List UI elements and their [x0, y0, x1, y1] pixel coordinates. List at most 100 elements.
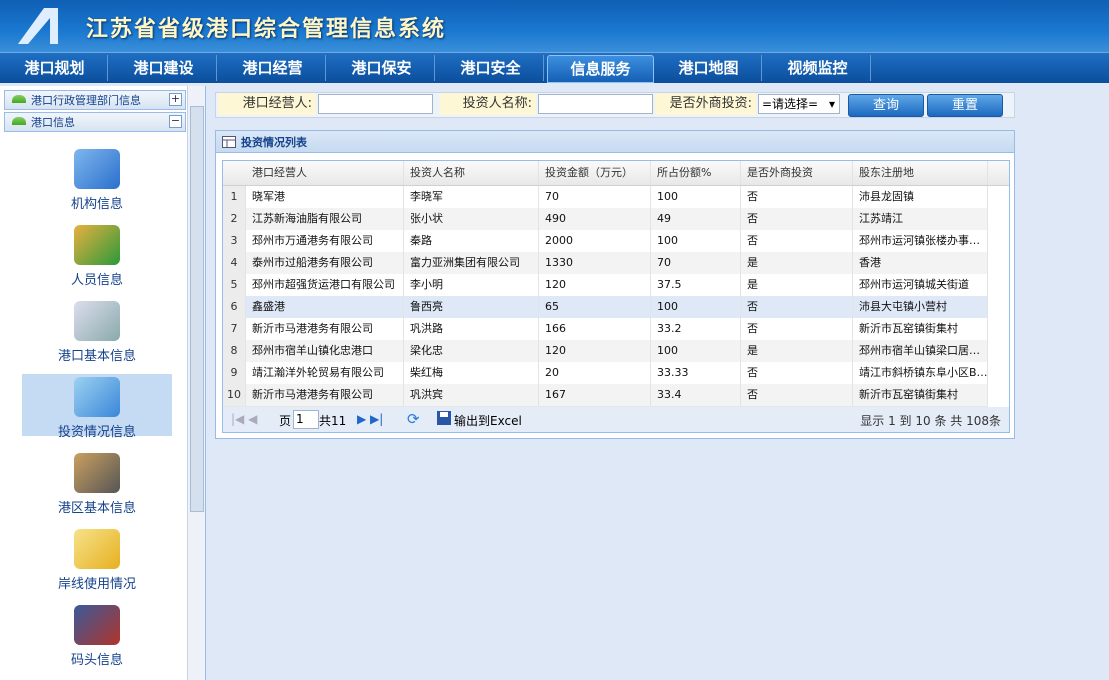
- table-cell: 100: [651, 340, 741, 362]
- table-cell: 65: [539, 296, 651, 318]
- table-cell: 鑫盛港: [246, 296, 404, 318]
- sidebar-section[interactable]: 港口信息: [4, 112, 186, 132]
- section-icon: [12, 95, 26, 103]
- table-cell: 1330: [539, 252, 651, 274]
- table-cell: 秦路: [404, 230, 539, 252]
- select-text: =请选择=: [762, 97, 819, 111]
- table-cell: 否: [741, 208, 853, 230]
- table-cell: 邳州市万通港务有限公司: [246, 230, 404, 252]
- panel-title: 投资情况列表: [241, 136, 307, 149]
- sidebar-item[interactable]: 投资情况信息: [22, 374, 172, 440]
- table-cell: 100: [651, 296, 741, 318]
- table-cell: 否: [741, 362, 853, 384]
- nav-item[interactable]: 港口保安: [329, 55, 435, 81]
- table-cell: 香港: [853, 252, 988, 274]
- item-label: 人员信息: [70, 273, 123, 288]
- table-cell: 是: [741, 274, 853, 296]
- table-cell: 泰州市过船港务有限公司: [246, 252, 404, 274]
- table-cell: 鲁西亮: [404, 296, 539, 318]
- panel-icon: [222, 136, 236, 148]
- row-number: 4: [223, 252, 246, 274]
- row-number: 7: [223, 318, 246, 340]
- column-header: 投资金额（万元）: [539, 161, 651, 185]
- pager-page-label: 页: [279, 414, 292, 428]
- pager-next-last[interactable]: ▶ ▶|: [357, 412, 384, 426]
- table-cell: 新沂市瓦窑镇街集村: [853, 384, 988, 406]
- logo-mark: [18, 8, 58, 44]
- sidebar-item[interactable]: 码头信息: [22, 602, 172, 668]
- item-label: 港口基本信息: [57, 349, 136, 364]
- sidebar-item[interactable]: 岸线使用情况: [22, 526, 172, 592]
- table-cell: 否: [741, 186, 853, 208]
- item-icon: [74, 225, 120, 265]
- table-cell: 否: [741, 318, 853, 340]
- operator-input[interactable]: [318, 94, 433, 114]
- table-cell: 166: [539, 318, 651, 340]
- column-header: 是否外商投资: [741, 161, 853, 185]
- row-number: 5: [223, 274, 246, 296]
- item-label: 机构信息: [70, 197, 123, 212]
- sidebar-item[interactable]: 人员信息: [22, 222, 172, 288]
- pager-total: 共11: [319, 414, 347, 428]
- foreign-label: 是否外商投资:: [655, 93, 756, 115]
- table-cell: 张小状: [404, 208, 539, 230]
- foreign-select[interactable]: =请选择= ▾: [758, 94, 840, 114]
- pager-refresh[interactable]: ⟳: [407, 410, 420, 428]
- table-cell: 100: [651, 230, 741, 252]
- nav-item[interactable]: 港口规划: [2, 55, 108, 81]
- nav-item[interactable]: 港口安全: [438, 55, 544, 81]
- reset-button[interactable]: 重置: [927, 94, 1003, 117]
- pager-page-input[interactable]: 1: [293, 410, 319, 429]
- table-cell: 李小明: [404, 274, 539, 296]
- table-cell: 33.4: [651, 384, 741, 406]
- table-cell: 490: [539, 208, 651, 230]
- nav-bar: 港口规划 港口建设 港口经营 港口保安 港口安全 信息服务 港口地图 视频监控: [0, 52, 1109, 83]
- header: 江苏省省级港口综合管理信息系统: [0, 0, 1109, 52]
- operator-label: 港口经营人:: [218, 93, 316, 115]
- item-icon: [74, 453, 120, 493]
- table-cell: 否: [741, 296, 853, 318]
- table-cell: 巩洪路: [404, 318, 539, 340]
- column-header: 投资人名称: [404, 161, 539, 185]
- item-icon: [74, 377, 120, 417]
- section-toggle[interactable]: +: [169, 92, 182, 106]
- sidebar-item[interactable]: 机构信息: [22, 146, 172, 212]
- investor-label: 投资人名称:: [440, 93, 536, 115]
- investor-input[interactable]: [538, 94, 653, 114]
- section-toggle[interactable]: −: [169, 114, 182, 128]
- item-icon: [74, 529, 120, 569]
- item-label: 港区基本信息: [57, 501, 136, 516]
- item-label: 投资情况信息: [57, 425, 136, 440]
- sidebar-item[interactable]: 港口基本信息: [22, 298, 172, 364]
- row-number: 9: [223, 362, 246, 384]
- table-cell: 沛县龙固镇: [853, 186, 988, 208]
- nav-item[interactable]: 港口建设: [111, 55, 217, 81]
- table-cell: 2000: [539, 230, 651, 252]
- nav-item[interactable]: 视频监控: [765, 55, 871, 81]
- select-arrow: ▾: [828, 97, 835, 111]
- table-cell: 是: [741, 252, 853, 274]
- sidebar: 港口行政管理部门信息 + 港口信息 − 机构信息人员信息港口基本信息 投资情况信息 港区基本…: [0, 86, 206, 680]
- system-title: 江苏省省级港口综合管理信息系统: [86, 17, 447, 42]
- table-cell: 20: [539, 362, 651, 384]
- sidebar-item[interactable]: 港区基本信息: [22, 450, 172, 516]
- table-cell: 邳州市运河镇城关街道: [853, 274, 988, 296]
- column-header: 港口经营人: [246, 161, 404, 185]
- nav-item[interactable]: 信息服务: [547, 55, 654, 83]
- sidebar-section[interactable]: 港口行政管理部门信息: [4, 90, 186, 110]
- export-link[interactable]: 输出到Excel: [454, 414, 522, 428]
- pager-first-prev[interactable]: |◀ ◀: [231, 412, 258, 426]
- table-row[interactable]: [223, 384, 988, 407]
- nav-item[interactable]: 港口经营: [220, 55, 326, 81]
- pager: |◀ ◀ 页 1 共11 ▶ ▶| ⟳ 输出到Excel 显示 1 到 10 条…: [222, 407, 1010, 433]
- table-cell: 邳州市宿羊山镇化忠港口: [246, 340, 404, 362]
- panel-header: 投资情况列表: [216, 131, 1014, 153]
- item-icon: [74, 301, 120, 341]
- table-cell: 沛县大屯镇小营村: [853, 296, 988, 318]
- table-cell: 巩洪宾: [404, 384, 539, 406]
- table-cell: 新沂市瓦窑镇街集村: [853, 318, 988, 340]
- nav-item[interactable]: 港口地图: [656, 55, 762, 81]
- table-cell: 70: [651, 252, 741, 274]
- query-button[interactable]: 查询: [848, 94, 924, 117]
- table-cell: 33.33: [651, 362, 741, 384]
